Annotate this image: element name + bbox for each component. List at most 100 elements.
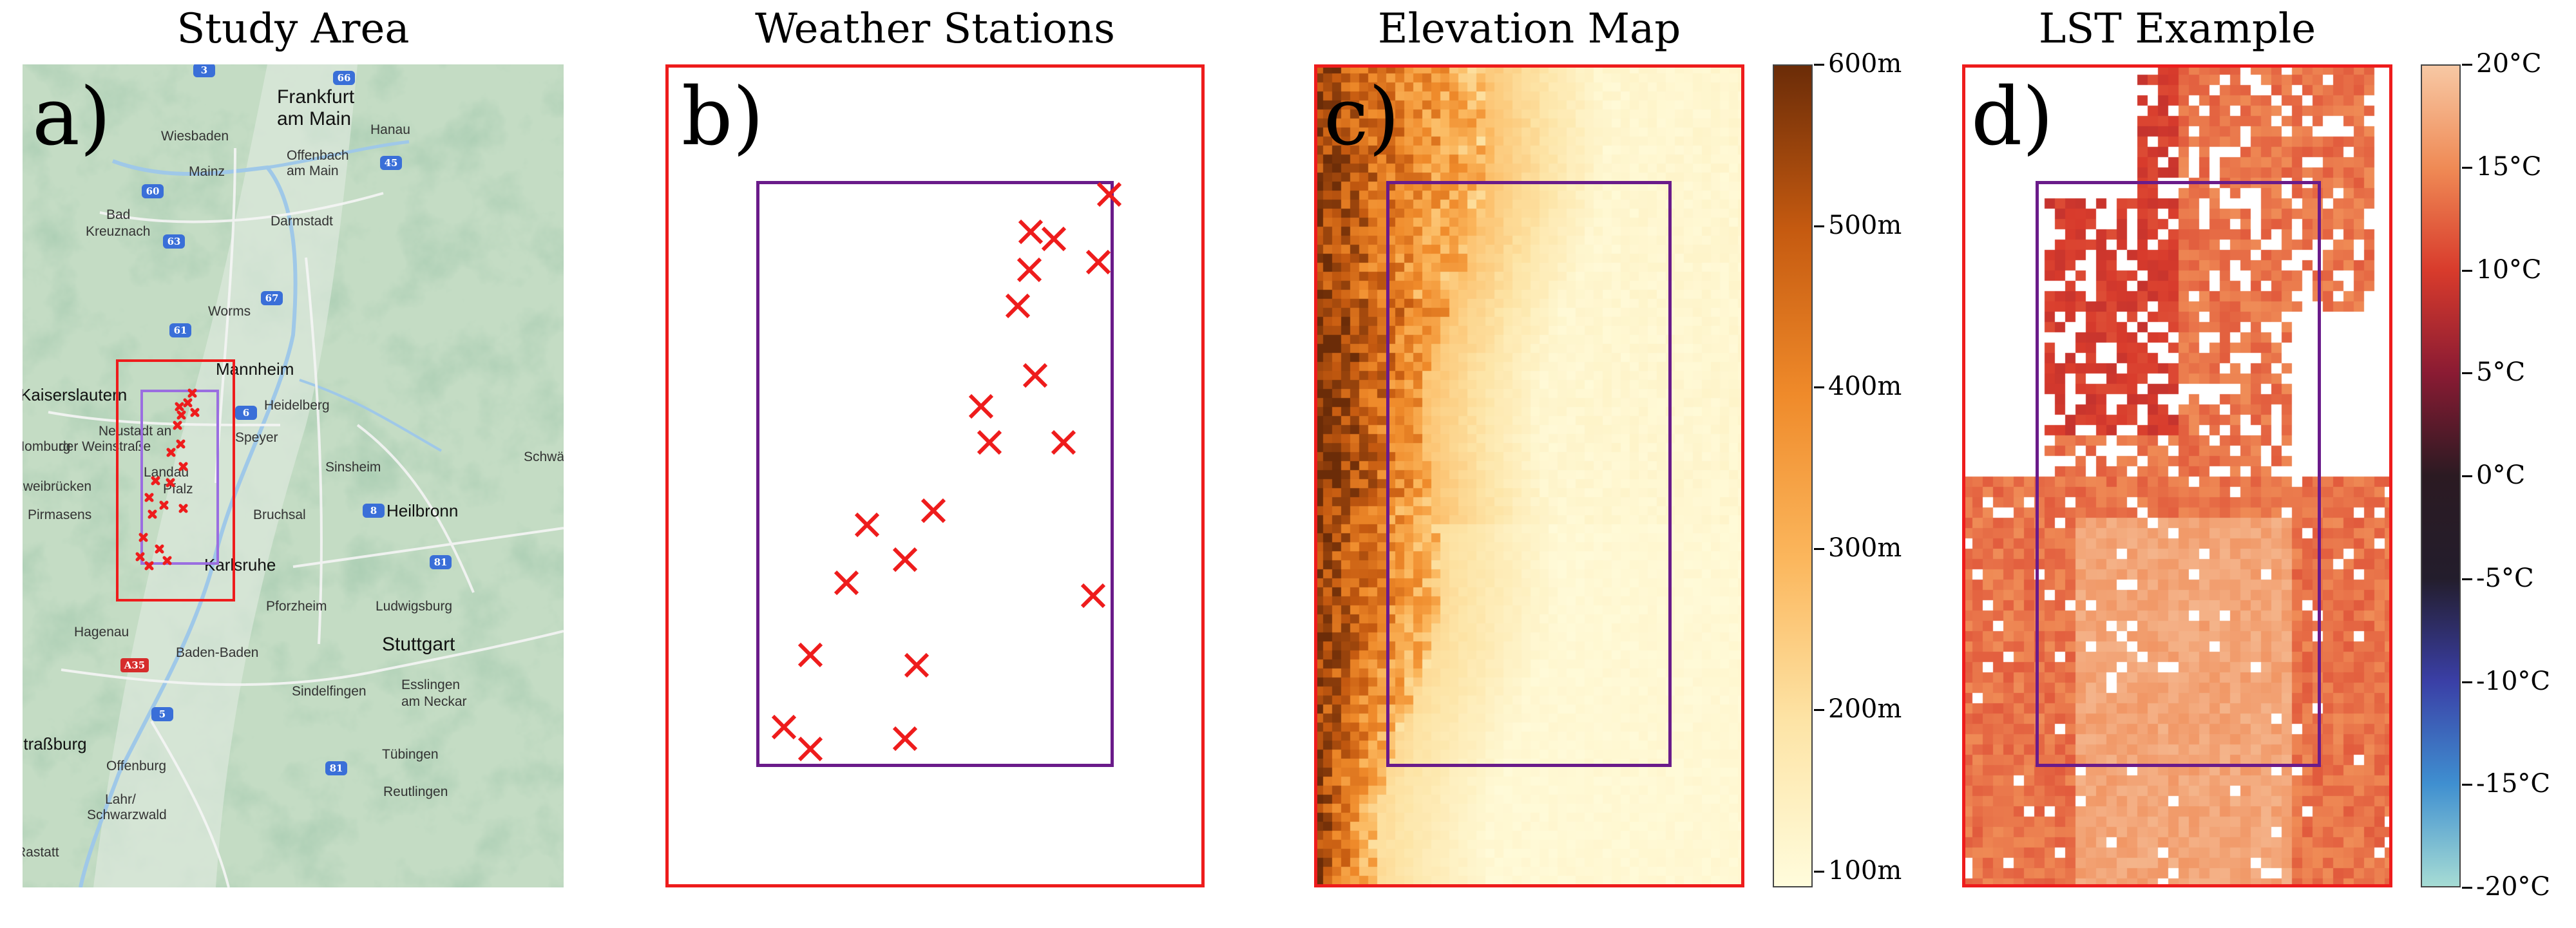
road-shield-81-south: 81 — [325, 761, 347, 775]
lst-map-frame — [1962, 64, 2392, 887]
road-shield-6: 6 — [235, 406, 257, 420]
svg-text:45: 45 — [385, 157, 398, 169]
map-label-sindelfingen: Sindelfingen — [292, 684, 367, 699]
road-shield-61: 61 — [169, 323, 191, 337]
road-shield-a35: A35 — [120, 658, 149, 672]
station-marker — [921, 498, 946, 524]
map-label-frankfurt-am-main: am Main — [277, 108, 352, 129]
svg-text:6: 6 — [243, 407, 249, 419]
station-marker — [797, 736, 823, 762]
station-marker — [1041, 226, 1067, 252]
road-shield-3: 3 — [193, 64, 215, 77]
station-marker — [904, 652, 930, 678]
road-shield-5: 5 — [151, 707, 173, 721]
weather-stations-box — [756, 181, 1114, 767]
station-marker — [1018, 219, 1044, 245]
panel-title-lst-example: LST Example — [2038, 5, 2316, 53]
station-marker — [892, 547, 918, 573]
svg-text:81: 81 — [434, 556, 448, 568]
station-marker — [1016, 257, 1042, 283]
map-label-worms: Worms — [208, 304, 251, 319]
study-area-map: Frankfurt am Main Hanau Wiesbaden Offenb… — [23, 64, 564, 887]
map-label-mainz: Mainz — [189, 164, 225, 179]
panel-letter-c: c) — [1324, 71, 1400, 164]
weather-stations-frame — [665, 64, 1205, 887]
lst-tick-label: 0°C — [2461, 460, 2526, 490]
map-label-frankfurt: Frankfurt — [277, 86, 355, 108]
map-label-tuebingen: Tübingen — [382, 747, 439, 762]
road-shield-63: 63 — [163, 234, 185, 249]
map-label-offenburg: Offenburg — [106, 759, 167, 773]
station-markers — [771, 182, 1122, 762]
panel-letter-a: a) — [32, 71, 111, 164]
map-label-rastatt: Rastatt — [23, 845, 59, 860]
map-label-homburg: Homburg — [23, 439, 71, 454]
lst-tick-label: 5°C — [2461, 357, 2526, 388]
map-label-baden-baden: Baden-Baden — [176, 645, 259, 660]
station-marker — [1005, 293, 1031, 319]
map-label-sinsheim: Sinsheim — [325, 460, 381, 475]
map-label-hagenau: Hagenau — [74, 625, 129, 639]
station-marker — [834, 570, 859, 596]
elevation-map-frame — [1314, 64, 1744, 887]
map-label-mannheim: Mannheim — [216, 359, 294, 379]
road-shield-67: 67 — [261, 291, 283, 305]
svg-text:66: 66 — [338, 72, 351, 84]
lst-tick-label: -15°C — [2461, 769, 2551, 799]
elevation-colorbar — [1773, 64, 1813, 887]
elevation-tick-label: 400m — [1813, 372, 1902, 402]
panel-letter-b: b) — [682, 71, 764, 164]
station-marker — [1022, 363, 1048, 388]
map-label-landau: Landau — [144, 465, 189, 480]
road-shield-81: 81 — [430, 555, 452, 569]
svg-text:8: 8 — [370, 505, 377, 516]
station-marker — [1096, 182, 1122, 207]
station-marker — [968, 393, 994, 419]
elevation-map — [1314, 64, 1744, 887]
station-marker — [797, 642, 823, 668]
lst-tick-label: 15°C — [2462, 151, 2542, 182]
elevation-tick-label: 300m — [1813, 533, 1902, 563]
svg-text:A35: A35 — [124, 659, 146, 671]
map-label-pirmasens: Pirmasens — [28, 507, 92, 522]
map-region-outline — [116, 359, 235, 601]
map-label-bruchsal: Bruchsal — [253, 507, 306, 522]
road-shield-8: 8 — [363, 504, 385, 518]
lst-colorbar — [2421, 64, 2461, 887]
road-shields: 3 60 66 45 63 67 61 6 8 81 5 A35 81 — [120, 64, 452, 775]
map-label-offenbach-am-main: am Main — [287, 164, 339, 178]
svg-text:63: 63 — [167, 236, 181, 247]
map-label-speyer: Speyer — [235, 430, 278, 445]
map-label-zweibruecken: Zweibrücken — [23, 479, 92, 494]
map-label-schwaebisch: Schwäbi — [524, 450, 564, 464]
map-label-lahr: Lahr/ — [105, 792, 136, 807]
map-label-weinstrasse: der Weinstraße — [59, 439, 151, 454]
elevation-tick-label: 200m — [1813, 694, 1902, 724]
elevation-tick-label: 500m — [1813, 210, 1902, 240]
svg-text:3: 3 — [201, 64, 207, 76]
station-marker — [1051, 430, 1076, 455]
map-label-ludwigsburg: Ludwigsburg — [376, 599, 453, 614]
map-label-wiesbaden: Wiesbaden — [161, 129, 229, 144]
map-label-stuttgart: Stuttgart — [382, 634, 455, 655]
map-label-karlsruhe: Karlsruhe — [204, 555, 276, 574]
elevation-raster — [1314, 64, 1744, 887]
terrain-background — [23, 64, 564, 887]
panel-letter-d: d) — [1971, 71, 2054, 164]
map-label-reutlingen: Reutlingen — [383, 784, 448, 799]
lst-tick-label: 20°C — [2462, 49, 2542, 79]
lst-tick-label: -5°C — [2462, 563, 2534, 593]
map-label-schwarzwald: Schwarzwald — [87, 808, 167, 822]
map-label-darmstadt: Darmstadt — [271, 214, 333, 229]
map-label-heilbronn: Heilbronn — [386, 501, 459, 520]
station-marker — [1085, 249, 1111, 275]
lst-tick-label: 10°C — [2462, 254, 2542, 285]
map-label-strassburg: Straßburg — [23, 734, 87, 753]
elevation-tick-label: 600m — [1813, 49, 1902, 79]
svg-text:67: 67 — [265, 292, 279, 304]
road-shield-45: 45 — [380, 156, 402, 170]
panel-title-study-area: Study Area — [177, 5, 410, 53]
road-shield-66: 66 — [333, 71, 355, 85]
map-station-markers — [135, 388, 200, 571]
map-label-offenbach: Offenbach — [287, 148, 349, 163]
